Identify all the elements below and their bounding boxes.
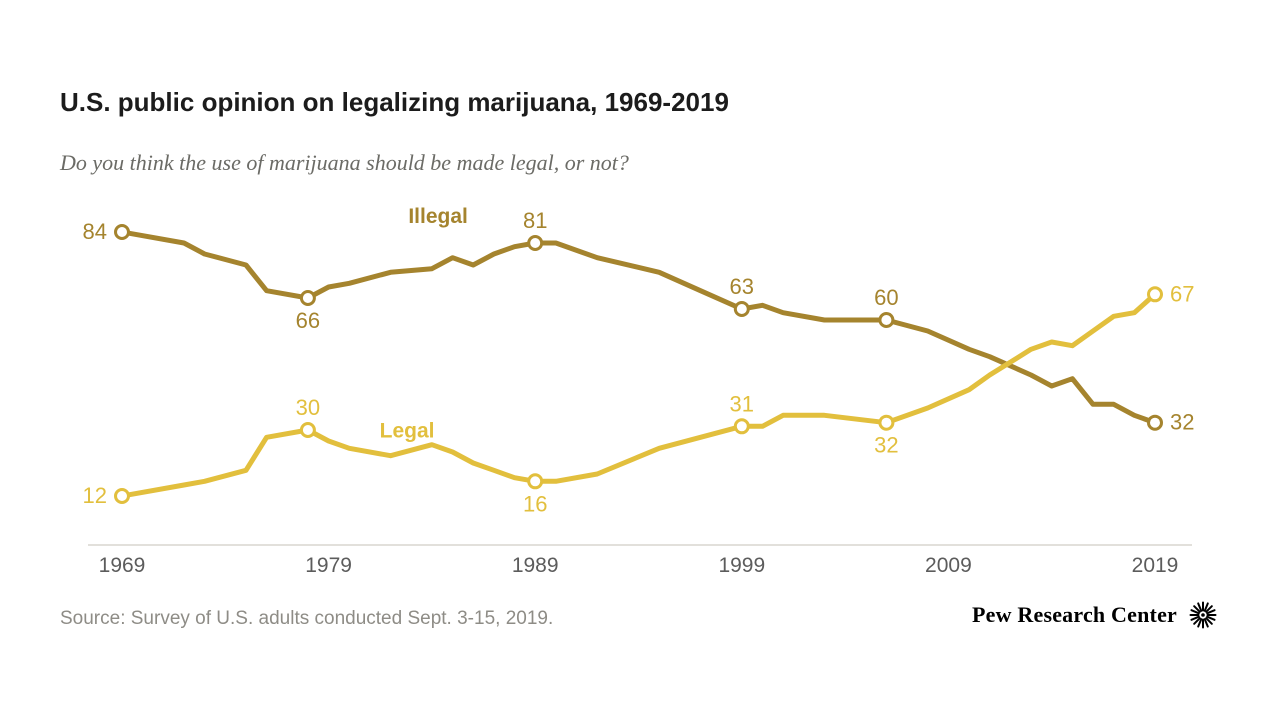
pew-logo-text: Pew Research Center — [972, 602, 1177, 627]
illegal-point-label: 66 — [296, 308, 320, 333]
illegal-line — [119, 229, 1158, 426]
legal-point-label: 30 — [296, 395, 320, 420]
legal-point-label: 32 — [874, 433, 898, 458]
legal-point-marker — [299, 422, 316, 438]
legal-point-label: 67 — [1170, 281, 1194, 306]
illegal-point-marker — [114, 224, 130, 240]
x-tick-label: 1989 — [512, 554, 559, 577]
pew-logo: Pew Research Center — [972, 600, 1218, 630]
series-label-legal: Legal — [380, 419, 435, 442]
illegal-point-marker — [733, 301, 750, 317]
legal-point-marker — [527, 473, 544, 490]
illegal-point-label: 63 — [730, 274, 754, 299]
source-note: Source: Survey of U.S. adults conducted … — [60, 608, 554, 629]
x-tick-label: 1969 — [99, 554, 146, 577]
illegal-point-marker — [527, 235, 544, 251]
illegal-point-marker — [878, 312, 895, 328]
illegal-point-marker — [299, 290, 316, 306]
chart-subtitle-question: Do you think the use of marijuana should… — [60, 150, 629, 175]
x-tick-label: 2019 — [1132, 554, 1179, 577]
page-title: U.S. public opinion on legalizing mariju… — [60, 87, 729, 117]
legal-point-marker — [114, 488, 130, 504]
illegal-point-label: 81 — [523, 208, 547, 233]
illegal-point-label: 32 — [1170, 410, 1194, 435]
illegal-point-marker — [1147, 414, 1163, 431]
illegal-point-label: 84 — [83, 219, 107, 244]
legal-point-label: 16 — [523, 491, 547, 516]
legal-point-label: 31 — [730, 391, 754, 416]
x-tick-label: 1979 — [305, 554, 352, 577]
legal-point-marker — [1147, 286, 1163, 303]
legal-point-marker — [733, 418, 750, 435]
x-tick-label: 1999 — [718, 554, 765, 577]
legal-point-label: 12 — [83, 483, 107, 508]
legal-point-marker — [878, 414, 895, 431]
legal-line — [119, 291, 1158, 499]
x-tick-label: 2009 — [925, 554, 972, 577]
sunburst-icon — [1189, 601, 1217, 629]
series-label-illegal: Illegal — [408, 205, 468, 228]
illegal-point-label: 60 — [874, 285, 898, 310]
